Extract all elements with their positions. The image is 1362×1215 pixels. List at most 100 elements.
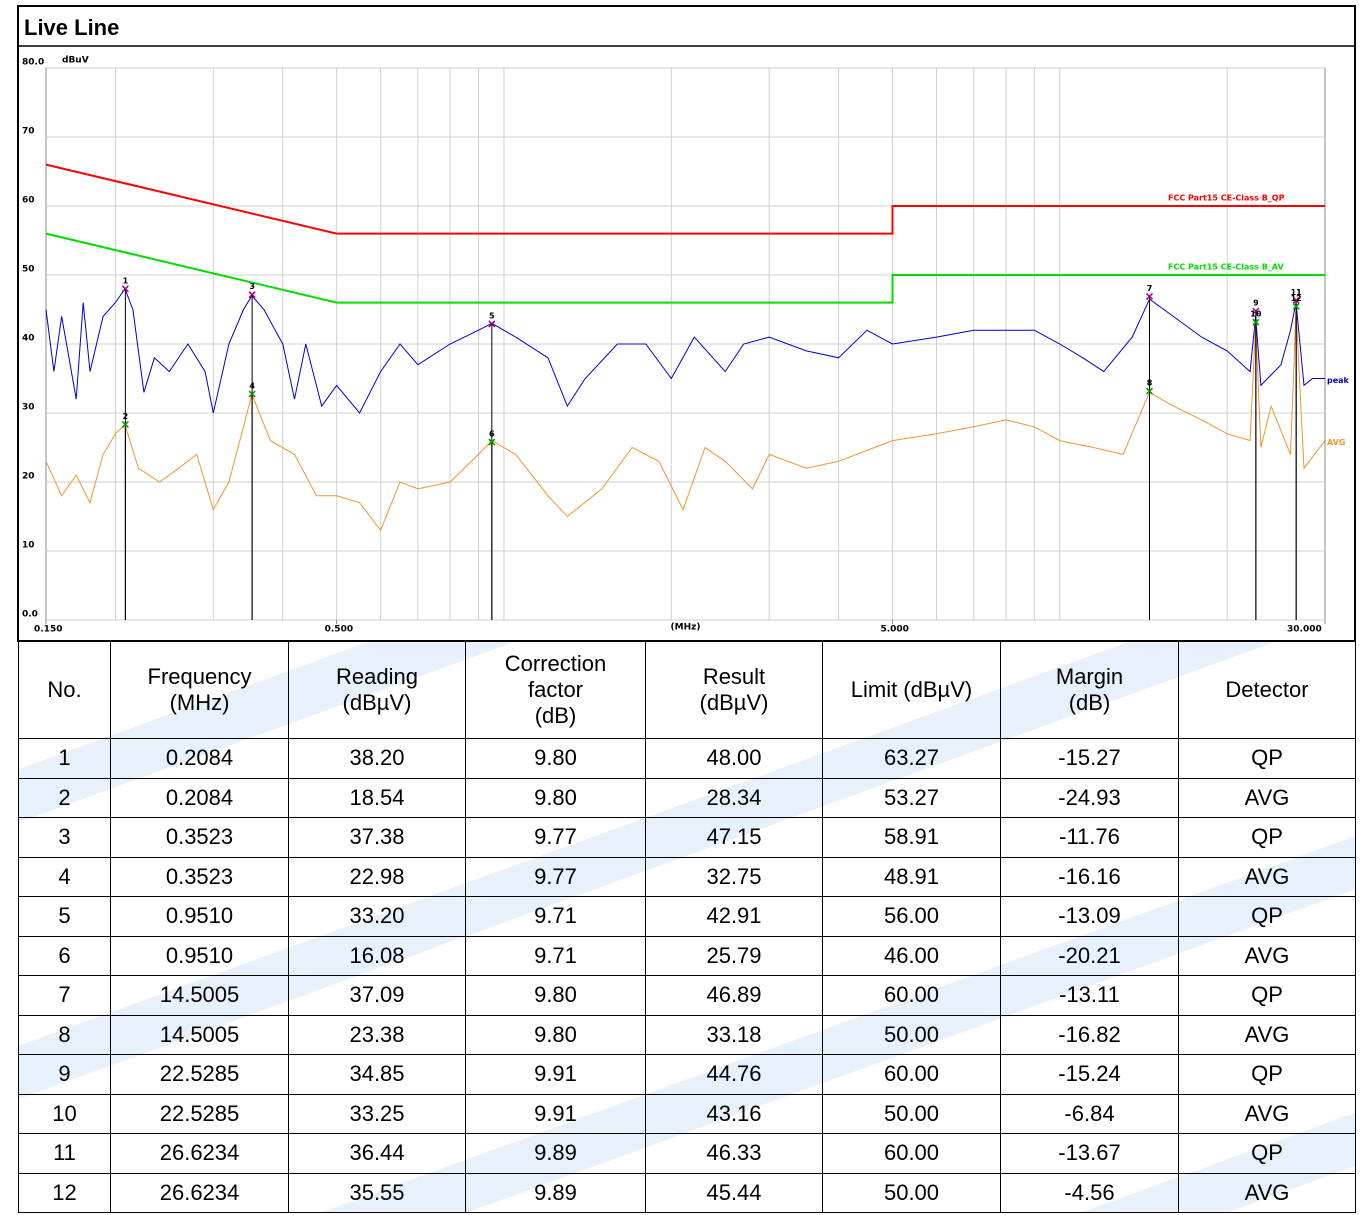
header-cell: Detector xyxy=(1178,641,1356,739)
marker xyxy=(1252,318,1260,326)
marker xyxy=(121,285,129,293)
cell: -24.93 xyxy=(1000,777,1179,818)
cell: 37.09 xyxy=(288,975,466,1016)
trace xyxy=(45,309,1326,532)
marker xyxy=(488,320,496,328)
cell: 26.6234 xyxy=(110,1172,289,1213)
y-tick-label: 0.0 xyxy=(22,610,38,620)
x-tick-label: 5.000 xyxy=(880,625,908,635)
y-tick-label: 80.0 xyxy=(22,58,44,68)
cell: 14.5005 xyxy=(110,975,289,1016)
cell: 50.00 xyxy=(822,1172,1001,1213)
cell: AVG xyxy=(1178,935,1356,976)
x-axis-unit: (MHz) xyxy=(671,623,701,633)
cell: 9.80 xyxy=(465,1014,646,1055)
cell: 44.76 xyxy=(645,1054,823,1095)
legend-label: AVG xyxy=(1327,438,1345,447)
cell: 9.91 xyxy=(465,1054,646,1095)
cell: 9.71 xyxy=(465,935,646,976)
cell: 22.5285 xyxy=(110,1093,289,1134)
cell: 42.91 xyxy=(645,896,823,937)
cell: 43.16 xyxy=(645,1093,823,1134)
cell: AVG xyxy=(1178,856,1356,897)
cell: 5 xyxy=(18,896,111,937)
marker xyxy=(488,438,496,446)
cell: 6 xyxy=(18,935,111,976)
cell: -13.09 xyxy=(1000,896,1179,937)
header-cell: Result (dBµV) xyxy=(645,641,823,739)
marker-label: 8 xyxy=(1147,379,1153,388)
x-tick-label: 30.000 xyxy=(1287,625,1322,635)
cell: 0.3523 xyxy=(110,817,289,858)
cell: 45.44 xyxy=(645,1172,823,1213)
legend-label: peak xyxy=(1327,376,1350,385)
cell: 50.00 xyxy=(822,1014,1001,1055)
row: 8 14.5005 23.38 9.80 33.18 50.00 -16.82 AVG xyxy=(18,1014,1356,1055)
cell: -6.84 xyxy=(1000,1093,1179,1134)
cell: AVG xyxy=(1178,1172,1356,1213)
cell: QP xyxy=(1178,1054,1356,1095)
cell: QP xyxy=(1178,1133,1356,1174)
header-row: No. Frequency (MHz) Reading (dBµV) Correcti… xyxy=(18,641,1356,739)
cell: 0.9510 xyxy=(110,935,289,976)
cell: 53.27 xyxy=(822,777,1001,818)
cell: 1 xyxy=(18,738,111,779)
cell: 23.38 xyxy=(288,1014,466,1055)
cell: 0.9510 xyxy=(110,896,289,937)
cell: 22.5285 xyxy=(110,1054,289,1095)
cell: -13.67 xyxy=(1000,1133,1179,1174)
row: 4 0.3523 22.98 9.77 32.75 48.91 -16.16 AVG xyxy=(18,856,1356,897)
cell: 60.00 xyxy=(822,1133,1001,1174)
header-cell: Limit (dBµV) xyxy=(822,641,1001,739)
row: 5 0.9510 33.20 9.71 42.91 56.00 -13.09 QP xyxy=(18,896,1356,937)
row: 10 22.5285 33.25 9.91 43.16 50.00 -6.84 AVG xyxy=(18,1093,1356,1134)
header-cell: Margin (dB) xyxy=(1000,641,1179,739)
marker xyxy=(1292,302,1300,310)
cell: 58.91 xyxy=(822,817,1001,858)
cell: 0.2084 xyxy=(110,777,289,818)
marker-label: 1 xyxy=(123,276,129,285)
cell: -15.24 xyxy=(1000,1054,1179,1095)
limit-line xyxy=(45,163,1325,235)
cell: 7 xyxy=(18,975,111,1016)
cell: 11 xyxy=(18,1133,111,1174)
cell: -15.27 xyxy=(1000,738,1179,779)
cell: -4.56 xyxy=(1000,1172,1179,1213)
cell: 9.89 xyxy=(465,1172,646,1213)
limit-label: FCC Part15 CE-Class B_AV xyxy=(1168,263,1284,272)
cell: 25.79 xyxy=(645,935,823,976)
cell: 48.91 xyxy=(822,856,1001,897)
row: 9 22.5285 34.85 9.91 44.76 60.00 -15.24 QP xyxy=(18,1054,1356,1095)
result-table: No. Frequency (MHz) Reading (dBµV) Correcti… xyxy=(18,641,1356,1213)
y-tick-label: 10 xyxy=(22,541,35,551)
limit-line xyxy=(45,232,1325,304)
cell: 48.00 xyxy=(645,738,823,779)
cell: 0.2084 xyxy=(110,738,289,779)
cell: 16.08 xyxy=(288,935,466,976)
header-cell: No. xyxy=(18,641,111,739)
marker-label: 4 xyxy=(249,382,255,391)
trace xyxy=(45,287,1325,414)
cell: 9 xyxy=(18,1054,111,1095)
cell: 8 xyxy=(18,1014,111,1055)
cell: 26.6234 xyxy=(110,1133,289,1174)
title: Live Line xyxy=(24,15,119,40)
row: 11 26.6234 36.44 9.89 46.33 60.00 -13.67 QP xyxy=(18,1133,1356,1174)
cell: 46.00 xyxy=(822,935,1001,976)
row: 3 0.3523 37.38 9.77 47.15 58.91 -11.76 QP xyxy=(18,817,1356,858)
cell: AVG xyxy=(1178,1093,1356,1134)
marker-label: 5 xyxy=(489,311,495,320)
marker-label: 10 xyxy=(1250,310,1262,319)
marker-label: 3 xyxy=(249,282,255,291)
cell: 37.38 xyxy=(288,817,466,858)
cell: 28.34 xyxy=(645,777,823,818)
cell: QP xyxy=(1178,975,1356,1016)
cell: 33.25 xyxy=(288,1093,466,1134)
y-tick-label: 20 xyxy=(22,472,35,482)
cell: 33.18 xyxy=(645,1014,823,1055)
chart: Live Line 80.0 70 60 50 40 30 20 10 0.0 0.150 0.50… xyxy=(17,5,1356,642)
cell: 46.33 xyxy=(645,1133,823,1174)
header-cell: Reading (dBµV) xyxy=(288,641,466,739)
row: 12 26.6234 35.55 9.89 45.44 50.00 -4.56 AVG xyxy=(18,1172,1356,1213)
